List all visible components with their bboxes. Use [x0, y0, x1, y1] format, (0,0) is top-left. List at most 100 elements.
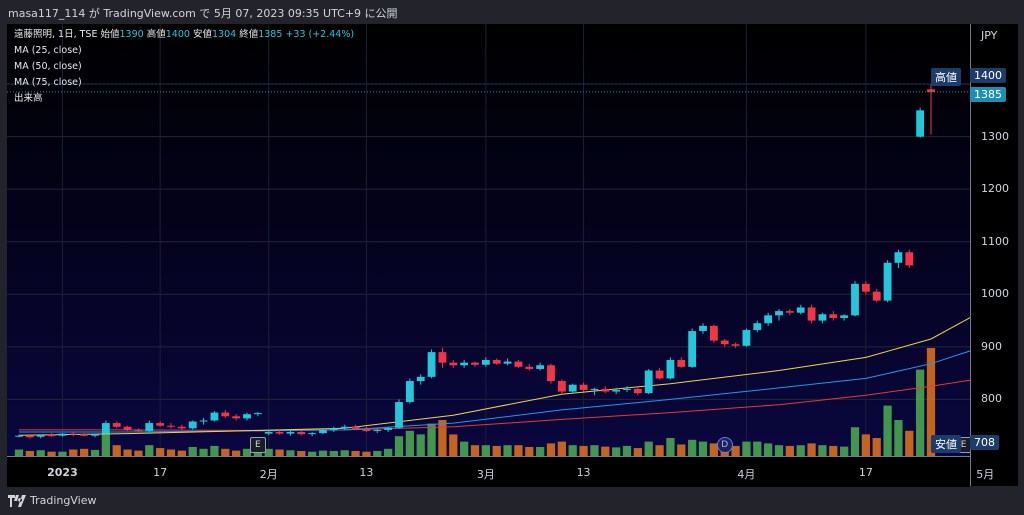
volume-bar — [612, 447, 621, 456]
volume-bar — [579, 445, 588, 456]
legend-ohlc-row: 遠藤照明, 1日, TSE 始値1390 高値1400 安値1304 終値138… — [14, 27, 354, 43]
volume-bar — [275, 449, 284, 456]
volume-bar — [742, 441, 751, 456]
candle-body — [601, 388, 610, 392]
volume-bar — [568, 445, 577, 456]
footer-brand-text: TradingView — [30, 494, 97, 507]
candle-body — [905, 252, 914, 266]
candle-body — [720, 340, 729, 345]
volume-bar — [536, 447, 545, 456]
legend-close-label: 終値 — [239, 29, 259, 40]
candle-body — [297, 432, 306, 435]
candle-body — [232, 416, 241, 419]
volume-bar — [340, 450, 349, 456]
volume-bar — [14, 449, 24, 456]
candle-body — [373, 429, 382, 431]
candle-body — [807, 307, 816, 321]
candle-body — [91, 434, 99, 436]
volume-bar — [134, 450, 143, 456]
volume-bar — [394, 436, 404, 456]
price-axis-label: 1000 — [981, 287, 1009, 301]
legend-symbol: 遠藤照明, 1日, TSE — [14, 29, 98, 40]
volume-bar — [101, 434, 110, 456]
candlestick-chart[interactable] — [7, 24, 970, 456]
volume-bar — [112, 445, 121, 456]
time-axis-label: 2月 — [259, 468, 278, 481]
time-axis[interactable]: 2023 17 2月 13 3月 13 4月 17 5月 — [7, 456, 994, 487]
legend-ma75[interactable]: MA (75, close) — [14, 77, 82, 88]
candle-body — [395, 402, 403, 428]
volume-bar — [894, 420, 903, 456]
ma25-line — [18, 317, 970, 436]
candle-body — [156, 423, 165, 426]
candle-body — [36, 435, 45, 437]
time-axis-label: 17 — [153, 466, 168, 479]
candle-body — [167, 425, 175, 427]
earnings-marker[interactable]: E — [249, 437, 266, 453]
volume-bar — [69, 449, 78, 456]
candle-body — [775, 311, 783, 316]
volume-bar — [655, 445, 664, 456]
volume-bar — [709, 443, 718, 456]
candle-body — [861, 283, 870, 292]
chart-frame: 遠藤照明, 1日, TSE 始値1390 高値1400 安値1304 終値138… — [7, 24, 1018, 487]
volume-bar — [861, 434, 870, 456]
time-axis-label: 2023 — [47, 466, 78, 479]
volume-bar — [557, 441, 566, 456]
volume-bar — [622, 445, 632, 456]
legend-high: 1400 — [165, 29, 190, 40]
candle-body — [840, 315, 849, 318]
candle-body — [709, 325, 718, 341]
candle-body — [633, 388, 642, 394]
candle-body — [112, 423, 121, 427]
volume-bar — [840, 446, 849, 456]
volume-bar — [698, 441, 708, 456]
candle-body — [253, 413, 262, 415]
legend-open: 1390 — [119, 29, 144, 40]
legend-ma25[interactable]: MA (25, close) — [14, 45, 82, 56]
candle-body — [818, 314, 827, 321]
legend-volume[interactable]: 出来高 — [14, 93, 43, 104]
candle-body — [351, 426, 360, 429]
legend-low: 1304 — [211, 29, 237, 40]
candle-body — [688, 331, 697, 367]
volume-bar — [546, 443, 556, 456]
ma50-line — [19, 350, 970, 433]
volume-bar — [514, 445, 523, 456]
high-tag-label: 高値 — [931, 68, 961, 86]
volume-bar — [123, 449, 132, 456]
candle-body — [362, 428, 371, 431]
volume-bar — [405, 430, 414, 456]
candle-body — [872, 291, 881, 301]
volume-bar — [308, 451, 317, 456]
volume-bar — [818, 445, 827, 456]
volume-bar — [384, 448, 393, 456]
candle-body — [69, 433, 78, 435]
publish-header-text: masa117_114 が TradingView.com で 5月 07, 2… — [8, 7, 398, 20]
time-axis-label: 5月 — [976, 468, 995, 481]
volume-bar — [47, 451, 56, 456]
candle-body — [188, 421, 197, 429]
candle-body — [47, 434, 56, 437]
candle-body — [449, 362, 458, 366]
candle-body — [731, 344, 740, 346]
volume-bar — [785, 445, 794, 456]
volume-bar — [145, 445, 154, 456]
volume-bar — [427, 423, 436, 456]
candle-body — [460, 362, 469, 366]
candle-body — [655, 370, 664, 379]
candle-body — [927, 89, 935, 92]
candle-body — [243, 414, 251, 419]
footer-brand[interactable]: TradingView — [8, 494, 96, 507]
dividend-marker[interactable]: D — [716, 437, 733, 453]
candle-body — [492, 360, 501, 364]
currency-label[interactable]: JPY — [981, 29, 998, 42]
volume-bar — [188, 447, 197, 456]
candle-body — [916, 110, 925, 137]
volume-bar — [373, 450, 382, 456]
legend-ma50[interactable]: MA (50, close) — [14, 61, 82, 72]
volume-bar — [666, 438, 675, 456]
chart-plot-area[interactable]: 遠藤照明, 1日, TSE 始値1390 高値1400 安値1304 終値138… — [7, 24, 970, 456]
legend-low-label: 安値 — [192, 29, 212, 40]
candle-body — [340, 426, 349, 429]
